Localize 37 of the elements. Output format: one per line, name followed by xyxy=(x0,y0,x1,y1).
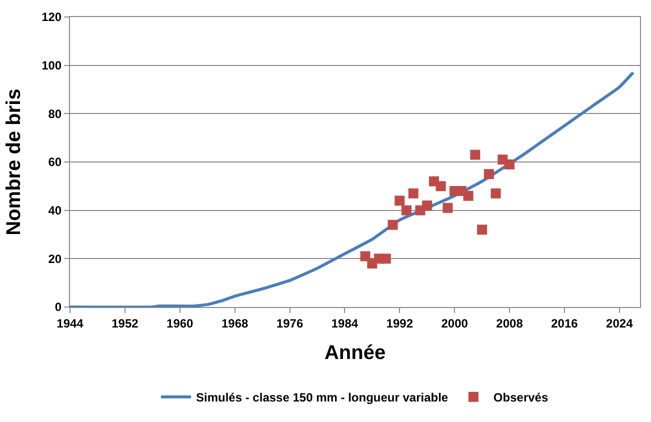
x-tick-label: 2008 xyxy=(496,316,524,330)
point xyxy=(380,254,391,264)
point xyxy=(490,188,501,198)
x-tick-label: 1952 xyxy=(112,316,139,330)
legend-label: Simulés - classe 150 mm - longueur variable xyxy=(196,390,448,405)
x-tick-label: 2000 xyxy=(441,316,468,330)
y-tick-label: 80 xyxy=(48,106,62,121)
line-series xyxy=(70,71,635,307)
point xyxy=(422,200,432,210)
y-tick-label: 60 xyxy=(48,155,62,170)
point xyxy=(436,181,446,192)
point xyxy=(504,159,515,170)
point xyxy=(463,190,474,201)
x-tick-label: 1944 xyxy=(56,316,84,330)
point xyxy=(408,188,418,198)
x-tick-label: 2016 xyxy=(551,316,578,330)
y-tick-label: 100 xyxy=(42,58,62,73)
point xyxy=(477,224,488,235)
x-tick-label: 1968 xyxy=(221,316,248,330)
x-axis-title: Année xyxy=(324,342,386,364)
y-axis-title: Nombre de bris xyxy=(3,88,26,236)
x-tick-label: 1984 xyxy=(331,316,358,330)
y-tick-label: 40 xyxy=(48,204,62,218)
x-tick-label: 1960 xyxy=(166,316,194,330)
x-tick-label: 1976 xyxy=(276,316,304,330)
point xyxy=(394,196,405,206)
point xyxy=(402,205,412,216)
x-tick-label: 2024 xyxy=(606,316,634,330)
point xyxy=(484,169,494,180)
point xyxy=(388,220,398,230)
x-tick-label: 1992 xyxy=(386,316,414,330)
y-tick-label: 20 xyxy=(48,252,62,266)
legend-label: Observés xyxy=(493,390,548,405)
y-tick-label: 120 xyxy=(42,10,62,24)
point xyxy=(470,150,480,160)
point xyxy=(442,202,453,213)
y-tick-label: 0 xyxy=(54,300,62,314)
